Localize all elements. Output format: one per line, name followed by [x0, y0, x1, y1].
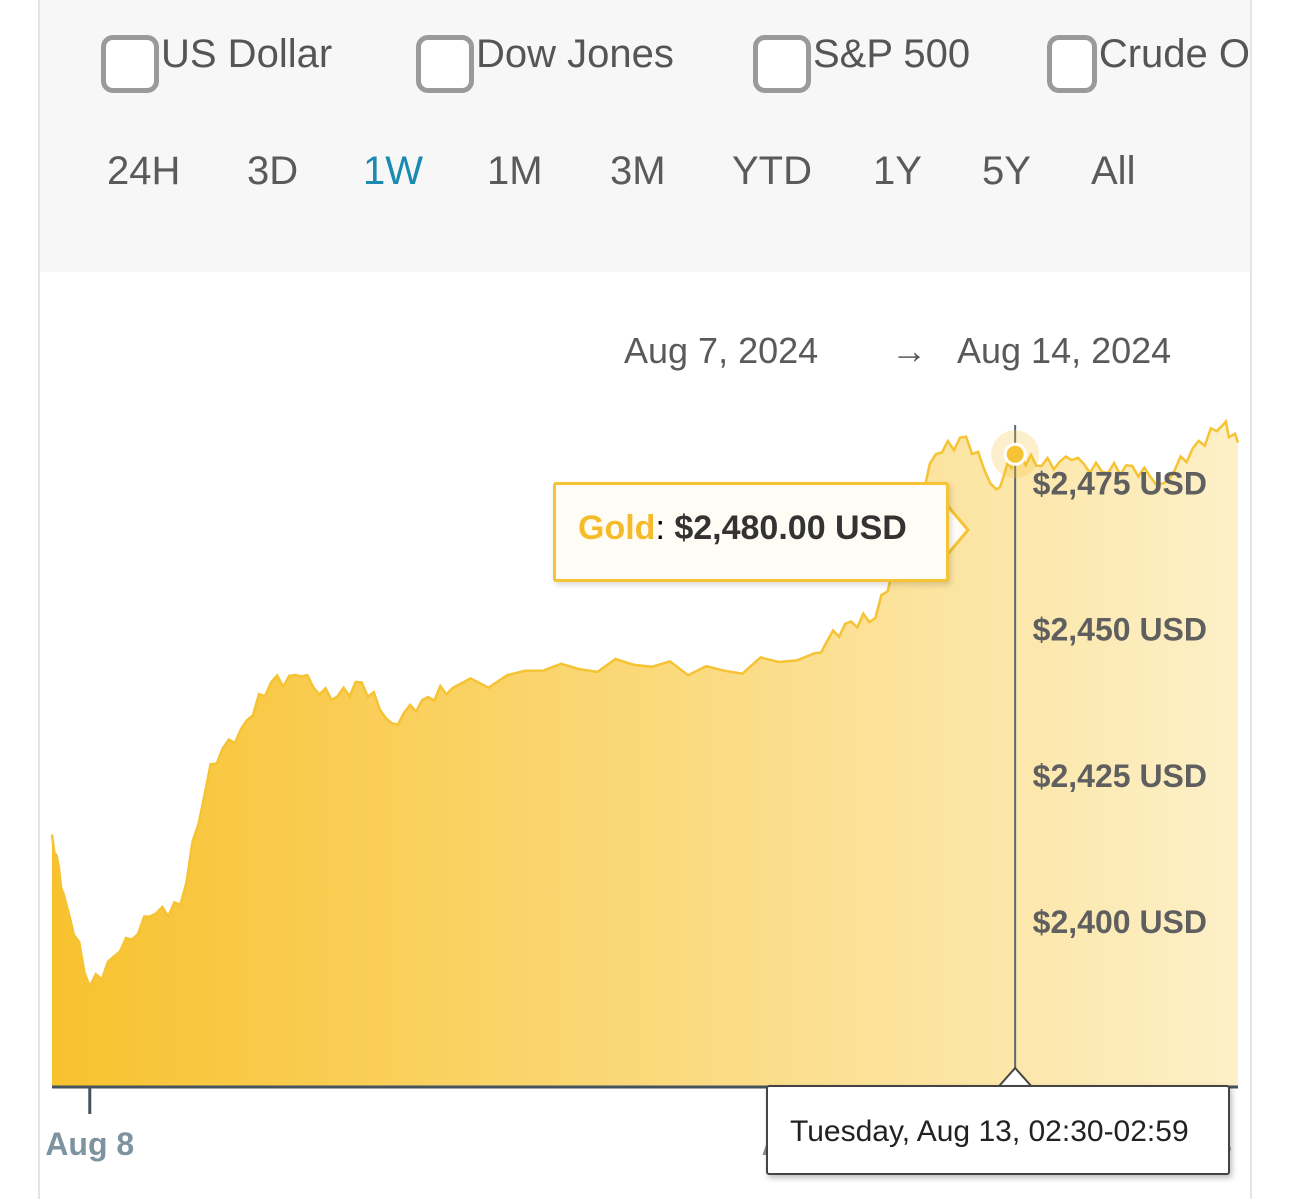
range-5y[interactable]: 5Y	[982, 149, 1031, 193]
compare-label-crude-oil: Crude O	[1098, 32, 1250, 76]
tooltip-pointer	[945, 504, 970, 556]
value-tooltip: Gold: $2,480.00 USD	[553, 482, 949, 582]
compare-us-dollar[interactable]: US Dollar	[101, 30, 332, 100]
compare-sp500[interactable]: S&P 500	[753, 30, 970, 100]
checkbox-sp500[interactable]	[753, 35, 811, 93]
x-tick-label: Aug 8	[45, 1126, 134, 1162]
series-area-gold	[52, 421, 1238, 1086]
compare-label-us-dollar: US Dollar	[161, 32, 333, 76]
checkbox-crude-oil[interactable]	[1047, 35, 1097, 93]
chart-panel	[38, 0, 1252, 1199]
range-ytd[interactable]: YTD	[732, 149, 812, 193]
range-1w[interactable]: 1W	[363, 149, 423, 193]
date-range-arrow: →	[891, 330, 927, 371]
range-24h[interactable]: 24H	[107, 149, 181, 193]
y-tick-label: $2,475 USD	[1033, 465, 1207, 501]
series-line-gold	[50, 418, 1240, 990]
tooltip-value: $2,480.00 USD	[674, 509, 907, 547]
compare-crude-oil[interactable]: Crude O	[1047, 30, 1250, 100]
y-tick-label: $2,400 USD	[1033, 904, 1207, 940]
tooltip-separator: :	[655, 509, 675, 547]
checkbox-us-dollar[interactable]	[101, 35, 159, 93]
focus-point	[1003, 442, 1027, 466]
time-tooltip: Tuesday, Aug 13, 02:30-02:59	[766, 1085, 1230, 1175]
compare-label-dow-jones: Dow Jones	[476, 32, 674, 76]
checkbox-dow-jones[interactable]	[416, 35, 474, 93]
tooltip-series-name: Gold	[578, 509, 656, 547]
range-1y[interactable]: 1Y	[873, 149, 922, 193]
range-all[interactable]: All	[1091, 149, 1136, 193]
date-range-end[interactable]: Aug 14, 2024	[957, 330, 1172, 371]
range-3d[interactable]: 3D	[247, 149, 299, 193]
compare-label-sp500: S&P 500	[813, 32, 971, 76]
range-1m[interactable]: 1M	[487, 149, 543, 193]
y-tick-label: $2,425 USD	[1033, 758, 1207, 794]
compare-dow-jones[interactable]: Dow Jones	[416, 30, 674, 100]
date-range-start[interactable]: Aug 7, 2024	[624, 330, 819, 371]
range-3m[interactable]: 3M	[610, 149, 666, 193]
y-tick-label: $2,450 USD	[1033, 612, 1207, 648]
